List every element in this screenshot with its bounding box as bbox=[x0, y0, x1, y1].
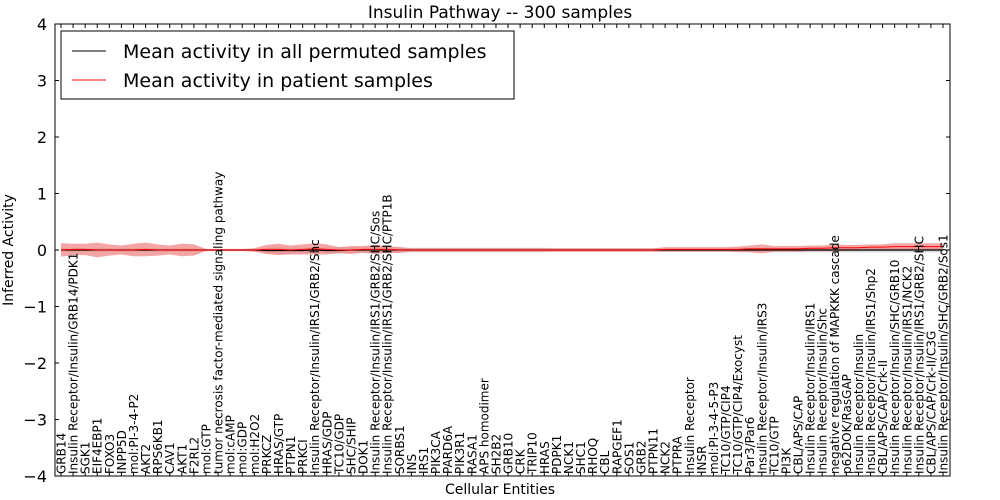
y-tick-label: 0 bbox=[37, 241, 47, 260]
x-tick-label: PI3K bbox=[779, 447, 793, 474]
x-tick-label: INSR bbox=[695, 446, 709, 474]
x-tick-label: PTPN1 bbox=[284, 436, 298, 474]
x-tick-label: CAV1 bbox=[163, 442, 177, 474]
x-tick-label: PARD6A bbox=[441, 425, 455, 474]
x-tick-label: PTPRA bbox=[671, 435, 685, 474]
x-tick-label: IRS1 bbox=[417, 447, 431, 474]
x-tick-label: AKT1 bbox=[175, 444, 189, 474]
x-tick-label: HRAS/GTP bbox=[272, 414, 286, 474]
x-tick-label: INS bbox=[405, 454, 419, 474]
x-tick-label: GRB14 bbox=[55, 433, 69, 474]
x-tick-label: TC10/GTP bbox=[767, 416, 781, 475]
x-tick-label: PIK3R1 bbox=[453, 432, 467, 474]
x-tick-label: EIF4EBP1 bbox=[91, 418, 105, 474]
x-tick-label: Insulin Receptor/Insulin/GRB14/PDK1 bbox=[67, 253, 81, 474]
x-tick-label: PTPN11 bbox=[647, 428, 661, 474]
chart-title: Insulin Pathway -- 300 samples bbox=[368, 3, 633, 23]
x-tick-label: APS homodimer bbox=[477, 378, 491, 474]
y-tick-label: −3 bbox=[23, 411, 47, 430]
x-tick-label: CBL/APS/CAP/Crk-II bbox=[876, 360, 890, 474]
y-tick-label: −2 bbox=[23, 354, 47, 373]
x-tick-label: Insulin Receptor bbox=[683, 377, 697, 474]
x-tick-label: PDPK1 bbox=[550, 435, 564, 474]
x-tick-label: CBL bbox=[598, 450, 612, 474]
x-tick-label: NCK2 bbox=[659, 441, 673, 474]
y-tick-label: −4 bbox=[23, 467, 47, 486]
x-tick-label: mol:H2O2 bbox=[248, 414, 262, 474]
x-tick-label: mol:GDP bbox=[236, 422, 250, 474]
series-lines bbox=[60, 246, 943, 252]
x-tick-label: CBL/APS/CAP/Crk-II/C3G bbox=[924, 331, 938, 474]
y-tick-label: 4 bbox=[37, 15, 47, 34]
x-tick-label: Insulin Receptor/Insulin/IRS1/GRB2/SHC/S… bbox=[369, 211, 383, 474]
x-tick-label: NCK1 bbox=[562, 441, 576, 474]
x-tick-label: INPP5D bbox=[115, 430, 129, 474]
x-tick-label: Insulin Receptor/Insulin/SHC/GRB2/Sos1 bbox=[937, 234, 951, 474]
x-tick-label: RPS6KB1 bbox=[151, 419, 165, 474]
legend-permuted-label: Mean activity in all permuted samples bbox=[123, 41, 486, 63]
x-tick-label: HRAS/GDP bbox=[320, 411, 334, 474]
x-tick-label: TC10/GTP/CIP4/Exocyst bbox=[731, 335, 745, 475]
x-tick-label: Insulin Receptor/Insulin bbox=[852, 334, 866, 474]
x-tick-label: mol:cAMP bbox=[224, 415, 238, 474]
y-tick-label: 1 bbox=[37, 185, 47, 204]
x-tick-label: negative regulation of MAPKKK cascade bbox=[828, 235, 842, 474]
x-tick-label: AKT2 bbox=[139, 444, 153, 474]
x-tick-label: TRIP10 bbox=[526, 432, 540, 475]
y-axis-label: Inferred Activity bbox=[1, 194, 17, 306]
x-tick-label: tumor necrosis factor-mediated signaling… bbox=[212, 172, 226, 474]
x-tick-label: SORBS1 bbox=[393, 425, 407, 474]
x-tick-label: TC10/GDP bbox=[332, 414, 346, 475]
x-tick-label: SH2B2 bbox=[489, 434, 503, 474]
x-tick-label: RHOQ bbox=[586, 438, 600, 474]
x-axis-label: Cellular Entities bbox=[445, 482, 555, 498]
x-tick-label: Insulin Receptor/Insulin/IRS3 bbox=[755, 303, 769, 474]
x-tick-label: CBL/APS/CAP bbox=[792, 396, 806, 474]
x-tick-label: SHC/SHIP bbox=[344, 418, 358, 474]
y-tick-label: 2 bbox=[37, 128, 47, 147]
legend-patient-label: Mean activity in patient samples bbox=[123, 70, 433, 92]
x-tick-label: TC10/GTP/CIP4 bbox=[719, 385, 733, 475]
x-tick-label: Insulin Receptor/Insulin/IRS1/NCK2 bbox=[900, 266, 914, 474]
x-tick-label: GRB2 bbox=[634, 440, 648, 474]
x-tick-label: mol:PI-3-4-P2 bbox=[127, 394, 141, 474]
x-tick-label: DOK1 bbox=[357, 440, 371, 474]
x-tick-label: CRK bbox=[514, 448, 528, 474]
x-tick-label: Insulin Receptor/Insulin/IRS1/GRB2/Shc bbox=[308, 239, 322, 474]
patient-mean-line bbox=[60, 246, 943, 251]
x-tick-label: HRAS bbox=[538, 441, 552, 474]
legend: Mean activity in all permuted samples Me… bbox=[60, 30, 515, 100]
x-tick-label: mol:GTP bbox=[199, 424, 213, 474]
x-tick-label: Insulin Receptor/Insulin/IRS1/GRB2/SHC/P… bbox=[381, 194, 395, 474]
x-tick-label: mol:PI-3-4-5-P3 bbox=[707, 382, 721, 474]
x-tick-label: PIK3CA bbox=[429, 430, 443, 474]
x-tick-label: SGK1 bbox=[79, 442, 93, 474]
x-tick-label: SOS1 bbox=[622, 442, 636, 474]
x-tick-label: GRB10 bbox=[502, 433, 516, 474]
x-tick-label: Par3/Par6 bbox=[743, 417, 757, 474]
x-tick-label: SHC1 bbox=[574, 441, 588, 474]
y-tick-label: −1 bbox=[23, 298, 47, 317]
x-tick-label: Insulin Receptor/Insulin/Shc bbox=[816, 308, 830, 474]
y-axis-ticks: −4 −3 −2 −1 0 1 2 3 4 bbox=[23, 15, 950, 486]
x-tick-label: Insulin Receptor/Insulin/IRS1/Shp2 bbox=[864, 268, 878, 474]
x-tick-label: Insulin Receptor/Insulin/SHC/GRB10 bbox=[888, 260, 902, 474]
x-tick-label: PRKCI bbox=[296, 439, 310, 474]
x-tick-label: F2RL2 bbox=[187, 437, 201, 474]
x-tick-label: RASA1 bbox=[465, 434, 479, 474]
x-tick-label: RAPGEF1 bbox=[610, 419, 624, 474]
legend-box bbox=[60, 30, 515, 100]
x-tick-label: p62DOK/RasGAP bbox=[840, 374, 854, 474]
x-tick-label: Insulin Receptor/Insulin/IRS1 bbox=[804, 303, 818, 474]
x-tick-label: FOXO3 bbox=[103, 434, 117, 474]
x-tick-label: PRKCZ bbox=[260, 435, 274, 474]
x-tick-label: Insulin Receptor/Insulin/IRS1/GRB2/SHC bbox=[912, 236, 926, 474]
y-tick-label: 3 bbox=[37, 72, 47, 91]
